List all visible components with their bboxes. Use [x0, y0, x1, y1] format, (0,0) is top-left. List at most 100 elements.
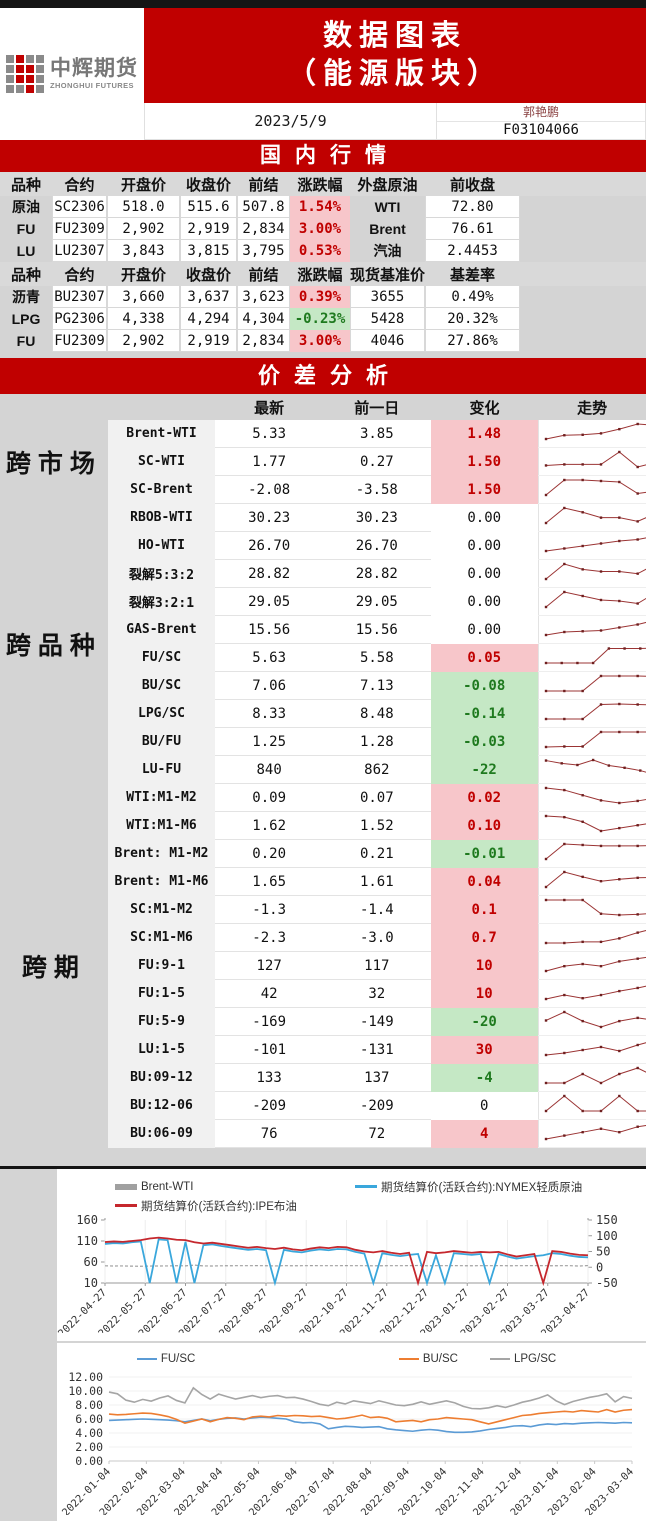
spread-trend-cell	[537, 727, 646, 756]
table-cell: 515.6	[180, 196, 237, 218]
spread-row: BU:09-12 133 137 -4	[0, 1063, 646, 1092]
spread-change: 30	[430, 1035, 539, 1064]
spread-trend-cell	[537, 783, 646, 812]
table-cell: 原油	[12, 199, 40, 215]
spread-latest: -169	[215, 1007, 323, 1036]
svg-text:10.00: 10.00	[68, 1384, 103, 1398]
report-meta: 2023/5/9 郭艳鹏 F03104066	[144, 103, 646, 140]
spread-prev: 72	[322, 1119, 431, 1148]
spread-trend-cell	[537, 447, 646, 476]
spread-group-label: 跨期	[0, 783, 108, 1148]
spread-row: LPG/SC 8.33 8.48 -0.14	[0, 699, 646, 728]
spacer	[520, 172, 646, 196]
report-title-line2: （能源版块）	[286, 57, 503, 90]
spread-trend-cell	[537, 420, 646, 448]
table-cell: 518.0	[107, 196, 180, 218]
legend-swatch	[136, 1357, 157, 1361]
report-date: 2023/5/9	[144, 103, 437, 140]
spread-name: WTI:M1-M6	[107, 811, 216, 840]
legend-swatch	[489, 1357, 510, 1361]
spread-row: HO-WTI 26.70 26.70 0.00	[0, 531, 646, 560]
spacer	[520, 196, 646, 218]
spread-prev: 1.61	[322, 867, 431, 896]
crude-chart-svg: 1601106010150100500-502022-04-272022-05-…	[56, 1213, 618, 1340]
spread-prev: -3.58	[322, 475, 431, 504]
spread-row: LU-FU 840 862 -22	[0, 755, 646, 784]
table-cell: FU2309	[52, 330, 107, 352]
spread-name: BU:12-06	[107, 1091, 216, 1120]
legend-item: BU/SC	[398, 1353, 458, 1365]
trend-sparkline	[544, 1124, 646, 1141]
trend-sparkline	[544, 842, 646, 861]
table-cell: 3,623	[237, 286, 290, 308]
table-cell: 4,304	[237, 308, 290, 330]
spread-row: FU:9-1 127 117 10	[0, 951, 646, 980]
spread-prev: 0.21	[322, 839, 431, 868]
svg-text:0.00: 0.00	[75, 1454, 103, 1468]
table-cell: 507.8	[237, 196, 290, 218]
spread-latest: -2.08	[215, 475, 323, 504]
spread-name: GAS-Brent	[107, 615, 216, 644]
spread-change: -22	[430, 755, 539, 784]
spread-prev: 0.07	[322, 783, 431, 812]
svg-text:8.00: 8.00	[75, 1398, 103, 1412]
svg-text:100: 100	[596, 1229, 618, 1243]
spread-latest: 840	[215, 755, 323, 784]
spread-change: 1.50	[430, 447, 539, 476]
spread-name: SC-WTI	[107, 447, 216, 476]
spread-name: 裂解5:3:2	[107, 559, 216, 588]
legend-swatch	[398, 1357, 419, 1361]
svg-text:110: 110	[76, 1234, 98, 1248]
analyst-cell: 郭艳鹏 F03104066	[437, 103, 646, 140]
spread-change: -0.01	[430, 839, 539, 868]
table-cell: 3,843	[107, 240, 180, 262]
svg-text:60: 60	[84, 1255, 98, 1269]
spread-name: LU-FU	[107, 755, 216, 784]
report-header: 中辉期货 ZHONGHUI FUTURES 数据图表 （能源版块） 2023/5…	[0, 8, 646, 140]
trend-sparkline	[544, 674, 646, 693]
spread-change: 0.1	[430, 895, 539, 924]
spread-change: 10	[430, 951, 539, 980]
spread-name: SC:M1-M6	[107, 923, 216, 952]
spread-trend-cell	[537, 1007, 646, 1036]
column-header: 开盘价	[107, 172, 180, 196]
spread-column-header: 最新	[215, 394, 323, 420]
spread-latest: 28.82	[215, 559, 323, 588]
table-cell: 1.54%	[290, 196, 350, 218]
legend-label: 期货结算价(活跃合约):NYMEX轻质原油	[381, 1181, 583, 1194]
table-cell: 3,660	[107, 286, 180, 308]
spread-prev: 862	[322, 755, 431, 784]
trend-sparkline	[544, 786, 646, 805]
spread-name: BU/SC	[107, 671, 216, 700]
spread-name: FU:1-5	[107, 979, 216, 1008]
svg-text:150: 150	[596, 1215, 618, 1227]
spread-row: 跨期 WTI:M1-M2 0.09 0.07 0.02	[0, 783, 646, 1148]
svg-text:12.00: 12.00	[68, 1370, 103, 1384]
spread-change: 0.05	[430, 643, 539, 672]
header-right: 数据图表 （能源版块） 2023/5/9 郭艳鹏 F03104066	[144, 8, 646, 140]
column-header: 合约	[52, 172, 107, 196]
spread-prev: 26.70	[322, 531, 431, 560]
table-header-row: 品种 合约 开盘价 收盘价 前结 涨跌幅 现货基准价 基差率	[0, 262, 646, 286]
spread-name: WTI:M1-M2	[107, 783, 216, 812]
spread-latest: 5.63	[215, 643, 323, 672]
legend-item: 期货结算价(活跃合约):NYMEX轻质原油	[355, 1179, 582, 1195]
spacer	[520, 286, 646, 308]
table-cell: 5428	[350, 308, 425, 330]
spread-change: 0.04	[430, 867, 539, 896]
spread-latest: -1.3	[215, 895, 323, 924]
spread-latest: -101	[215, 1035, 323, 1064]
table-cell: 3.00%	[290, 330, 350, 352]
spread-trend-cell	[537, 895, 646, 924]
trend-sparkline	[544, 1094, 646, 1113]
spread-trend-cell	[537, 979, 646, 1008]
spread-latest: 30.23	[215, 503, 323, 532]
legend-swatch	[355, 1185, 377, 1188]
spread-trend-cell	[537, 1091, 646, 1120]
spread-analysis-table: 最新 前一日 变化 走势 跨市场 Brent-WTI 5.33 3.85 1.48 SC-WTI 1…	[0, 394, 646, 1148]
legend-item: FU/SC	[136, 1353, 367, 1365]
spread-row: 跨品种 RBOB-WTI 30.23 30.23 0.00	[0, 503, 646, 784]
table-cell: 3,795	[237, 240, 290, 262]
spread-trend-cell	[537, 699, 646, 728]
spread-header-spacer	[0, 394, 108, 420]
